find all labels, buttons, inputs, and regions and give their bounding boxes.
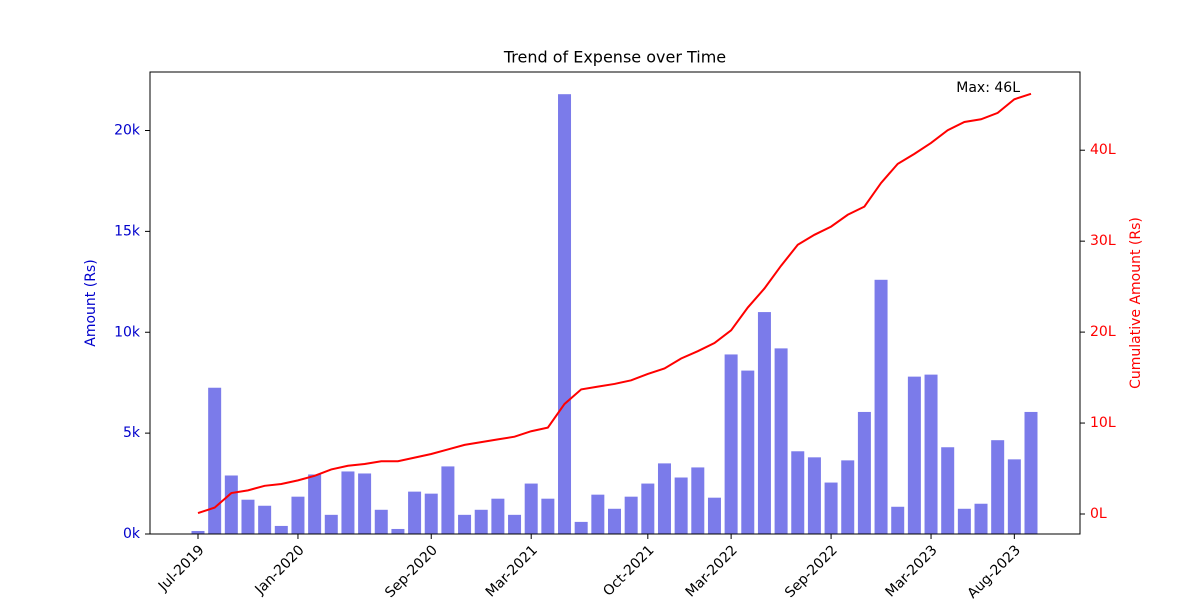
y2-axis-label: Cumulative Amount (Rs) [1128,217,1144,389]
y-tick-label: 10k [114,324,141,340]
y2-tick-label: 0L [1090,506,1107,522]
y2-tick-label: 20L [1090,324,1116,340]
bar [941,447,955,534]
bar [874,279,888,534]
bar [807,457,821,534]
y-tick-label: 20k [114,123,141,139]
bar [1024,411,1038,534]
bar [258,505,272,534]
bar [691,467,705,534]
bar [191,530,205,534]
bar [308,474,322,534]
bar [441,466,455,534]
x-tick-label: Jul-2019 [155,542,208,595]
bar [791,451,805,534]
bar [424,493,438,534]
x-tick-label: Sep-2022 [782,542,841,600]
y2-tick-label: 40L [1090,142,1116,158]
bar [341,471,355,534]
bar [608,508,621,534]
bar [757,312,771,534]
y2-tick-label: 30L [1090,233,1116,249]
bar [624,496,638,534]
bar [324,514,338,534]
bar [591,494,605,534]
bar [657,463,671,534]
bar [841,460,855,534]
bar [241,499,255,534]
bar [991,440,1005,534]
bar [541,498,555,534]
y2-tick-label: 10L [1090,415,1116,431]
bar [907,376,921,534]
x-tick-label: Jan-2020 [252,542,308,598]
cumulative-line [197,92,1032,515]
x-tick-label: Sep-2020 [382,542,441,600]
bar [558,94,572,534]
bar [208,387,222,534]
bar [524,483,538,534]
annotation: Max: 46L [956,80,1020,96]
bar [1007,459,1021,534]
x-tick-label: Aug-2023 [965,542,1024,600]
bar [574,521,588,534]
y-tick-label: 0k [123,526,141,542]
bar [358,473,372,534]
bar [674,477,688,534]
bar [924,374,938,534]
bar [508,514,522,534]
bar [741,370,755,534]
bar [824,482,838,534]
bar [724,354,738,534]
y-tick-label: 15k [114,223,141,239]
y-tick-label: 5k [123,425,141,441]
bar [408,491,422,534]
bar [458,514,472,534]
bar [374,509,388,534]
x-tick-label: Mar-2021 [483,542,541,600]
chart-title: Trend of Expense over Time [503,48,726,67]
bar [224,475,238,534]
bar [391,528,405,534]
bar [957,508,971,534]
bar [774,348,788,534]
y-axis-label: Amount (Rs) [83,259,99,346]
x-tick-label: Oct-2021 [600,542,657,599]
bar [491,498,505,534]
bar [974,503,988,534]
bar [274,525,288,534]
bar [291,496,305,534]
bar [474,509,488,534]
bar [641,483,655,534]
x-tick-label: Mar-2023 [883,542,941,600]
x-tick-label: Mar-2022 [683,542,741,600]
plot-frame [149,71,1081,535]
bar [891,506,905,534]
bar [857,411,871,534]
bar [707,497,721,534]
